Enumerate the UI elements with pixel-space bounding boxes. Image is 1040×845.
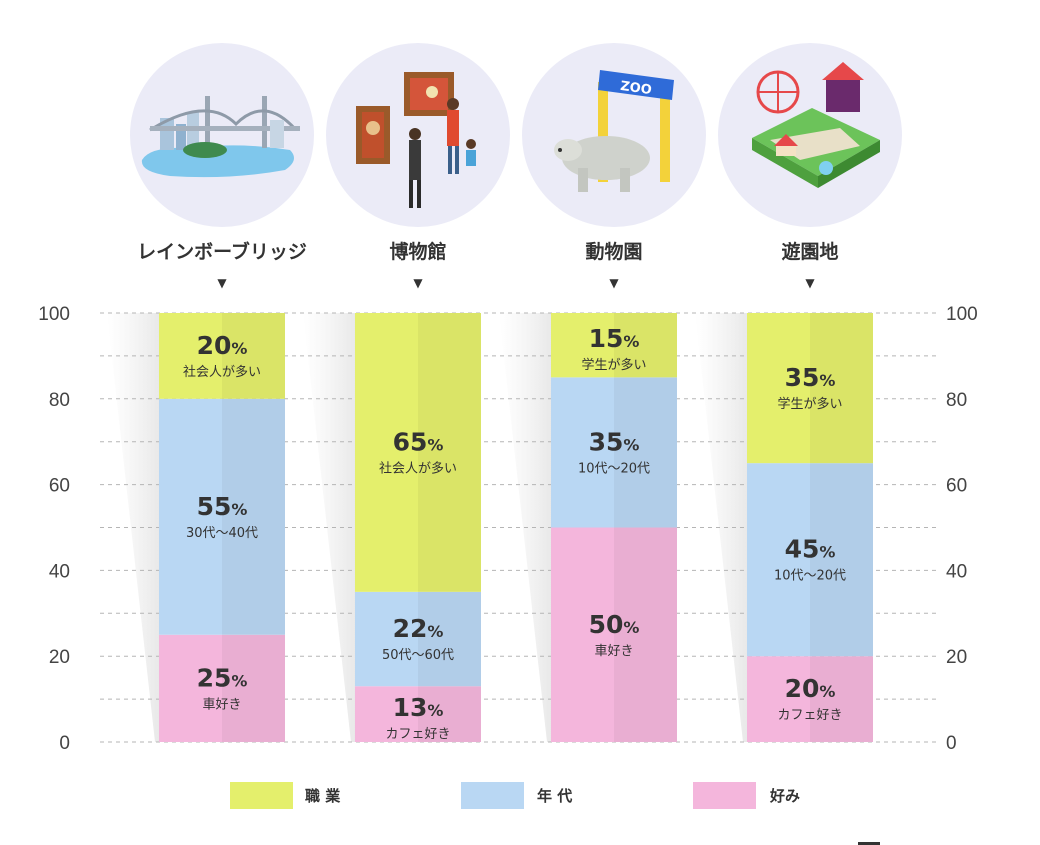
bar-segment-shade [222, 634, 285, 742]
bars [159, 313, 873, 742]
rainbow-bridge-icon [141, 96, 300, 178]
down-arrow-icon: ▼ [413, 276, 423, 290]
category-title: 博物館 [389, 240, 446, 263]
decorative-bar [858, 842, 880, 845]
bar-segment [159, 634, 285, 742]
bar-segment-shade [418, 686, 481, 742]
bar-segment [747, 313, 873, 464]
down-arrow-icon: ▼ [217, 276, 227, 290]
bar-segment [159, 313, 285, 399]
bar-segment [747, 463, 873, 657]
bar-shadow [695, 313, 747, 742]
legend-item-preference: 好み [693, 782, 800, 809]
bar-labels: 25% 車好き 55% 30代〜40代 20% 社会人が多い 13% カフェ好き 22% 50代〜… [183, 324, 846, 742]
y-axis-left: 0 20 40 60 80 100 [38, 304, 70, 754]
bar-segment-shade [614, 313, 677, 378]
bar-segment [551, 377, 677, 528]
bar-segment [747, 656, 873, 742]
category-header-2: ZOO 動物園 ▼ [522, 43, 706, 290]
zoo-icon: ZOO [554, 70, 674, 192]
legend-item-age: 年 代 [461, 782, 572, 809]
data-label: 65% [393, 427, 444, 456]
category-title: 遊園地 [781, 240, 838, 263]
data-label: 50% [589, 610, 640, 639]
segment-label: 10代〜20代 [774, 569, 846, 584]
y-tick-label: 60 [49, 476, 70, 497]
data-label: 35% [589, 427, 640, 456]
y-tick-label: 80 [49, 390, 70, 411]
segment-label: 30代〜40代 [186, 526, 258, 541]
legend-label: 好み [769, 787, 800, 805]
bar-segment [551, 527, 677, 742]
data-label: 45% [785, 535, 836, 564]
data-label: 20% [197, 331, 248, 360]
bar-segment-shade [222, 398, 285, 635]
category-header-3: 遊園地 ▼ [718, 43, 902, 290]
y-tick-label: 0 [946, 733, 957, 754]
legend-swatch [693, 782, 756, 809]
legend-label: 職 業 [305, 787, 341, 805]
segment-label: 車好き [202, 697, 241, 712]
bar-segment [355, 591, 481, 687]
category-title: 動物園 [585, 240, 642, 263]
bar-segment [355, 313, 481, 592]
data-label: 20% [785, 674, 836, 703]
svg-text:ZOO: ZOO [619, 79, 652, 98]
y-axis-right: 0 20 40 60 80 100 [946, 304, 978, 754]
bar-segment-shade [614, 527, 677, 742]
museum-icon [356, 72, 476, 208]
data-label: 13% [393, 693, 444, 722]
down-arrow-icon: ▼ [609, 276, 619, 290]
segment-label: カフェ好き [777, 708, 842, 723]
data-label: 15% [589, 324, 640, 353]
data-label: 22% [393, 614, 444, 643]
data-label: 35% [785, 363, 836, 392]
segment-label: 学生が多い [777, 396, 842, 412]
legend: 職 業 年 代 好み [230, 782, 800, 809]
y-tick-label: 20 [49, 647, 70, 668]
bar-shadow [303, 313, 355, 742]
y-tick-label: 20 [946, 647, 967, 668]
segment-label: 社会人が多い [379, 460, 457, 476]
category-header-0: レインボーブリッジ ▼ [130, 43, 314, 290]
bar-segment-shade [810, 313, 873, 464]
bar-segment-shade [418, 313, 481, 592]
down-arrow-icon: ▼ [805, 276, 815, 290]
category-title: レインボーブリッジ [137, 240, 307, 263]
segment-label: 学生が多い [581, 357, 646, 373]
y-tick-label: 100 [38, 304, 70, 325]
data-label: 25% [197, 663, 248, 692]
legend-swatch [230, 782, 293, 809]
y-tick-label: 80 [946, 390, 967, 411]
legend-item-occupation: 職 業 [230, 782, 341, 809]
segment-label: 車好き [594, 644, 633, 659]
bar-segment [355, 686, 481, 742]
segment-label: カフェ好き [385, 727, 450, 742]
y-tick-label: 0 [59, 733, 70, 754]
segment-label: 50代〜60代 [382, 648, 454, 663]
bar-segment [159, 398, 285, 635]
bar-shadows [107, 313, 747, 742]
bar-segment-shade [418, 591, 481, 687]
segment-label: 社会人が多い [183, 364, 261, 380]
bar-segment-shade [810, 656, 873, 742]
category-header-1: 博物館 ▼ [326, 43, 510, 290]
bar-segment-shade [614, 377, 677, 528]
y-tick-label: 60 [946, 476, 967, 497]
amusement-park-icon [752, 62, 880, 188]
y-tick-label: 100 [946, 304, 978, 325]
legend-swatch [461, 782, 524, 809]
bar-segment-shade [810, 463, 873, 657]
bar-segment-shade [222, 313, 285, 399]
legend-label: 年 代 [537, 787, 572, 805]
y-tick-label: 40 [49, 561, 70, 582]
data-label: 55% [197, 492, 248, 521]
bar-segment [551, 313, 677, 378]
y-tick-label: 40 [946, 561, 967, 582]
segment-label: 10代〜20代 [578, 461, 650, 476]
